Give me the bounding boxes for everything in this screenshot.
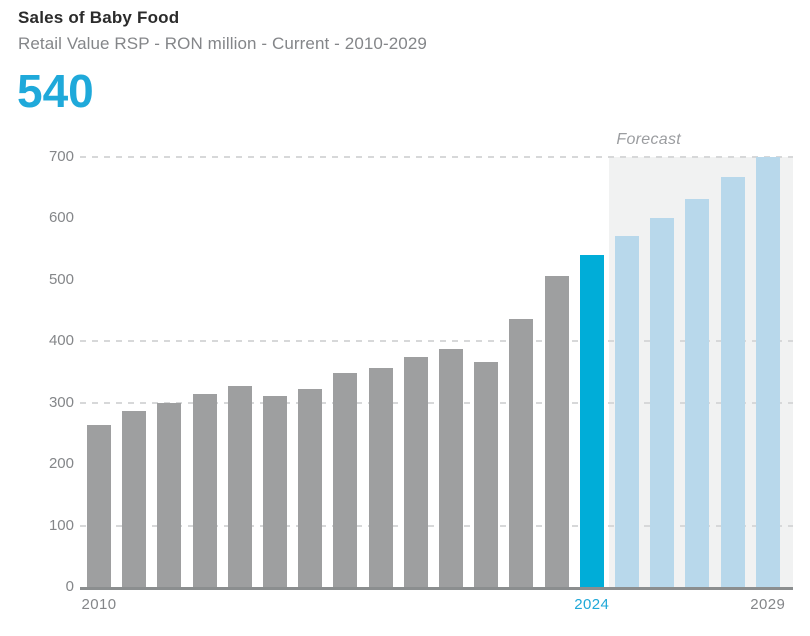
gridline-400 — [80, 340, 793, 343]
page-subtitle: Retail Value RSP - RON million - Current… — [18, 34, 427, 53]
bar-2027[interactable] — [685, 198, 710, 587]
page-title: Sales of Baby Food — [18, 8, 180, 27]
gridline-300 — [80, 401, 793, 404]
headline-value: 540 — [17, 65, 94, 117]
bar-2024[interactable] — [579, 255, 604, 587]
y-tick-500: 500 — [48, 270, 74, 288]
gridline-700 — [80, 156, 793, 158]
forecast-label: Forecast — [616, 131, 682, 148]
y-tick-200: 200 — [48, 455, 74, 473]
y-tick-300: 300 — [48, 393, 74, 411]
x-label-2029: 2029 — [750, 596, 786, 613]
x-label-2010: 2010 — [81, 596, 117, 613]
y-tick-700: 700 — [48, 148, 74, 165]
bar-2013[interactable] — [192, 394, 217, 587]
y-tick-100: 100 — [48, 516, 74, 534]
y-tick-400: 400 — [48, 332, 74, 350]
bar-2017[interactable] — [333, 373, 358, 587]
bar-2020[interactable] — [439, 349, 463, 587]
x-label-2024: 2024 — [574, 596, 610, 613]
bar-2010[interactable] — [87, 425, 111, 587]
bar-2018[interactable] — [368, 368, 393, 587]
bar-2022[interactable] — [509, 318, 534, 587]
bar-2014[interactable] — [227, 385, 252, 587]
bar-2011[interactable] — [122, 411, 147, 587]
bar-2021[interactable] — [474, 361, 499, 587]
bar-2029[interactable] — [755, 157, 780, 587]
bar-2019[interactable] — [403, 357, 428, 587]
bar-2026[interactable] — [650, 218, 675, 587]
bar-2028[interactable] — [720, 177, 745, 587]
y-tick-600: 600 — [48, 209, 74, 227]
bar-2015[interactable] — [263, 395, 287, 587]
plot-area: Forecast — [80, 131, 793, 590]
bar-2023[interactable] — [544, 275, 569, 587]
y-tick-0: 0 — [65, 578, 74, 595]
bar-2016[interactable] — [298, 389, 323, 587]
bar-2012[interactable] — [157, 403, 182, 587]
gridline-100 — [80, 524, 793, 527]
bar-2025[interactable] — [615, 235, 639, 587]
